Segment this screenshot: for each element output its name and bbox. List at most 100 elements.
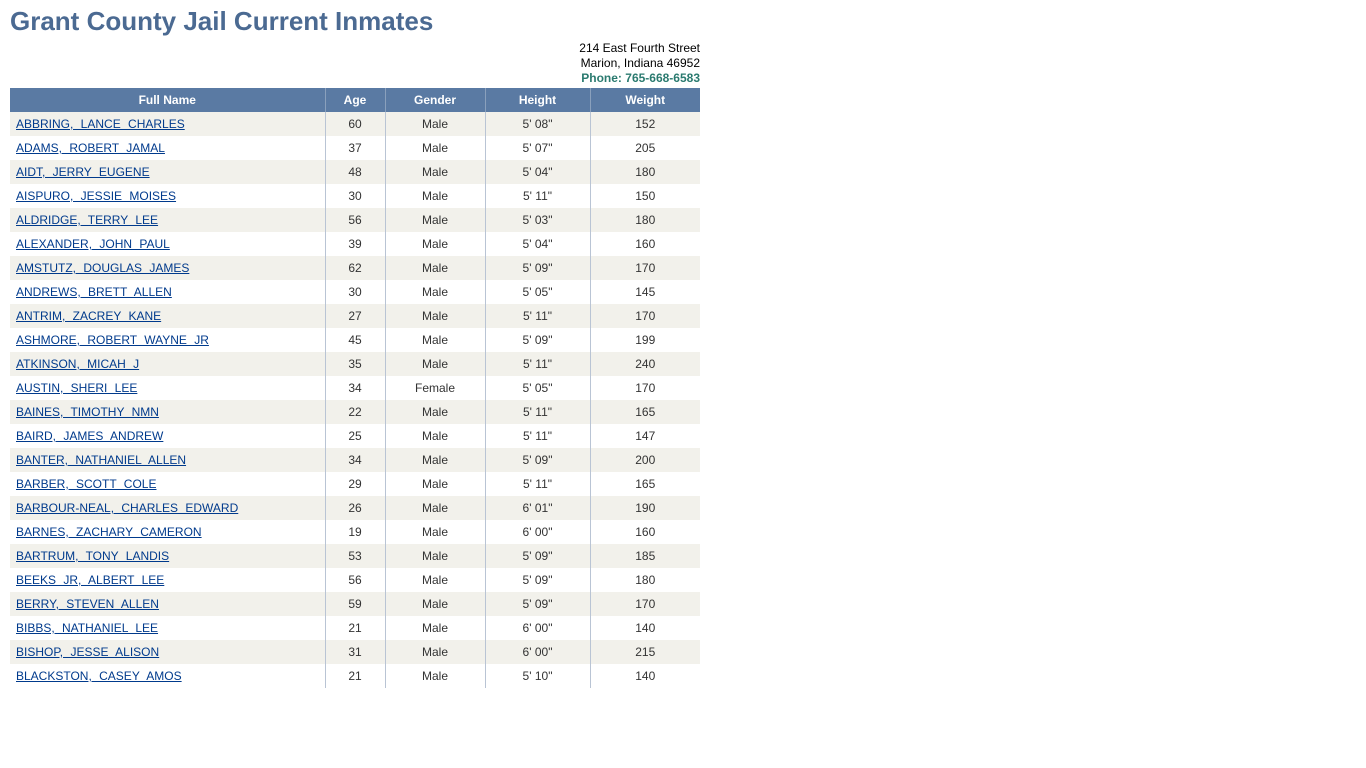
cell-height: 5' 09" [485,256,590,280]
cell-gender: Female [385,376,485,400]
cell-name: ADAMS, ROBERT JAMAL [10,136,325,160]
cell-age: 59 [325,592,385,616]
cell-age: 62 [325,256,385,280]
cell-name: BARTRUM, TONY LANDIS [10,544,325,568]
inmate-link[interactable]: AMSTUTZ, DOUGLAS JAMES [16,261,189,275]
inmate-link[interactable]: ADAMS, ROBERT JAMAL [16,141,165,155]
cell-gender: Male [385,568,485,592]
cell-gender: Male [385,352,485,376]
inmate-link[interactable]: BLACKSTON, CASEY AMOS [16,669,182,683]
cell-name: ASHMORE, ROBERT WAYNE JR [10,328,325,352]
cell-gender: Male [385,592,485,616]
cell-weight: 185 [590,544,700,568]
inmate-link[interactable]: ABBRING, LANCE CHARLES [16,117,185,131]
table-row: BANTER, NATHANIEL ALLEN34Male5' 09"200 [10,448,700,472]
inmate-link[interactable]: BANTER, NATHANIEL ALLEN [16,453,186,467]
cell-gender: Male [385,496,485,520]
cell-weight: 140 [590,664,700,688]
table-header-row: Full Name Age Gender Height Weight [10,88,700,112]
cell-gender: Male [385,280,485,304]
cell-age: 53 [325,544,385,568]
cell-gender: Male [385,304,485,328]
cell-name: BIBBS, NATHANIEL LEE [10,616,325,640]
cell-name: BARNES, ZACHARY CAMERON [10,520,325,544]
cell-height: 5' 11" [485,304,590,328]
cell-weight: 145 [590,280,700,304]
inmate-link[interactable]: AIDT, JERRY EUGENE [16,165,150,179]
table-row: BAIRD, JAMES ANDREW25Male5' 11"147 [10,424,700,448]
cell-gender: Male [385,328,485,352]
inmate-link[interactable]: AUSTIN, SHERI LEE [16,381,137,395]
cell-height: 6' 00" [485,640,590,664]
cell-name: AIDT, JERRY EUGENE [10,160,325,184]
cell-gender: Male [385,232,485,256]
table-row: AIDT, JERRY EUGENE48Male5' 04"180 [10,160,700,184]
cell-height: 5' 11" [485,352,590,376]
cell-age: 27 [325,304,385,328]
cell-weight: 190 [590,496,700,520]
cell-name: AUSTIN, SHERI LEE [10,376,325,400]
col-header-weight: Weight [590,88,700,112]
inmate-link[interactable]: BERRY, STEVEN ALLEN [16,597,159,611]
cell-gender: Male [385,400,485,424]
cell-name: BAINES, TIMOTHY NMN [10,400,325,424]
cell-weight: 205 [590,136,700,160]
cell-weight: 240 [590,352,700,376]
table-row: BARNES, ZACHARY CAMERON19Male6' 00"160 [10,520,700,544]
inmate-link[interactable]: ATKINSON, MICAH J [16,357,139,371]
cell-name: BEEKS JR, ALBERT LEE [10,568,325,592]
cell-height: 5' 11" [485,400,590,424]
cell-height: 5' 10" [485,664,590,688]
inmate-link[interactable]: BIBBS, NATHANIEL LEE [16,621,158,635]
cell-name: BARBER, SCOTT COLE [10,472,325,496]
cell-name: ANTRIM, ZACREY KANE [10,304,325,328]
cell-height: 5' 07" [485,136,590,160]
cell-gender: Male [385,616,485,640]
inmate-link[interactable]: BAINES, TIMOTHY NMN [16,405,159,419]
table-row: ATKINSON, MICAH J35Male5' 11"240 [10,352,700,376]
cell-gender: Male [385,448,485,472]
inmate-link[interactable]: BARTRUM, TONY LANDIS [16,549,169,563]
cell-gender: Male [385,472,485,496]
cell-weight: 170 [590,376,700,400]
table-row: BARTRUM, TONY LANDIS53Male5' 09"185 [10,544,700,568]
cell-height: 5' 11" [485,424,590,448]
table-row: AISPURO, JESSIE MOISES30Male5' 11"150 [10,184,700,208]
inmate-link[interactable]: ALDRIDGE, TERRY LEE [16,213,158,227]
inmate-link[interactable]: AISPURO, JESSIE MOISES [16,189,176,203]
inmate-link[interactable]: ALEXANDER, JOHN PAUL [16,237,170,251]
page-title: Grant County Jail Current Inmates [10,6,1356,37]
cell-weight: 215 [590,640,700,664]
cell-weight: 165 [590,400,700,424]
cell-name: ATKINSON, MICAH J [10,352,325,376]
inmate-link[interactable]: BAIRD, JAMES ANDREW [16,429,163,443]
inmate-link[interactable]: BARBER, SCOTT COLE [16,477,156,491]
cell-height: 5' 11" [485,184,590,208]
inmate-link[interactable]: BISHOP, JESSE ALISON [16,645,159,659]
phone-number[interactable]: Phone: 765-668-6583 [581,71,700,85]
cell-gender: Male [385,208,485,232]
cell-age: 56 [325,208,385,232]
cell-age: 29 [325,472,385,496]
inmate-link[interactable]: ANTRIM, ZACREY KANE [16,309,161,323]
cell-name: BLACKSTON, CASEY AMOS [10,664,325,688]
cell-age: 48 [325,160,385,184]
inmate-link[interactable]: ANDREWS, BRETT ALLEN [16,285,172,299]
inmate-link[interactable]: BEEKS JR, ALBERT LEE [16,573,164,587]
inmate-link[interactable]: BARNES, ZACHARY CAMERON [16,525,202,539]
table-row: BLACKSTON, CASEY AMOS21Male5' 10"140 [10,664,700,688]
cell-age: 39 [325,232,385,256]
inmate-link[interactable]: ASHMORE, ROBERT WAYNE JR [16,333,209,347]
table-row: ASHMORE, ROBERT WAYNE JR45Male5' 09"199 [10,328,700,352]
table-row: ANTRIM, ZACREY KANE27Male5' 11"170 [10,304,700,328]
cell-weight: 152 [590,112,700,136]
col-header-height: Height [485,88,590,112]
cell-weight: 180 [590,568,700,592]
cell-weight: 170 [590,256,700,280]
inmate-link[interactable]: BARBOUR-NEAL, CHARLES EDWARD [16,501,238,515]
cell-weight: 170 [590,592,700,616]
cell-age: 22 [325,400,385,424]
cell-gender: Male [385,184,485,208]
cell-name: BISHOP, JESSE ALISON [10,640,325,664]
header-block: 214 East Fourth Street Marion, Indiana 4… [10,41,700,688]
